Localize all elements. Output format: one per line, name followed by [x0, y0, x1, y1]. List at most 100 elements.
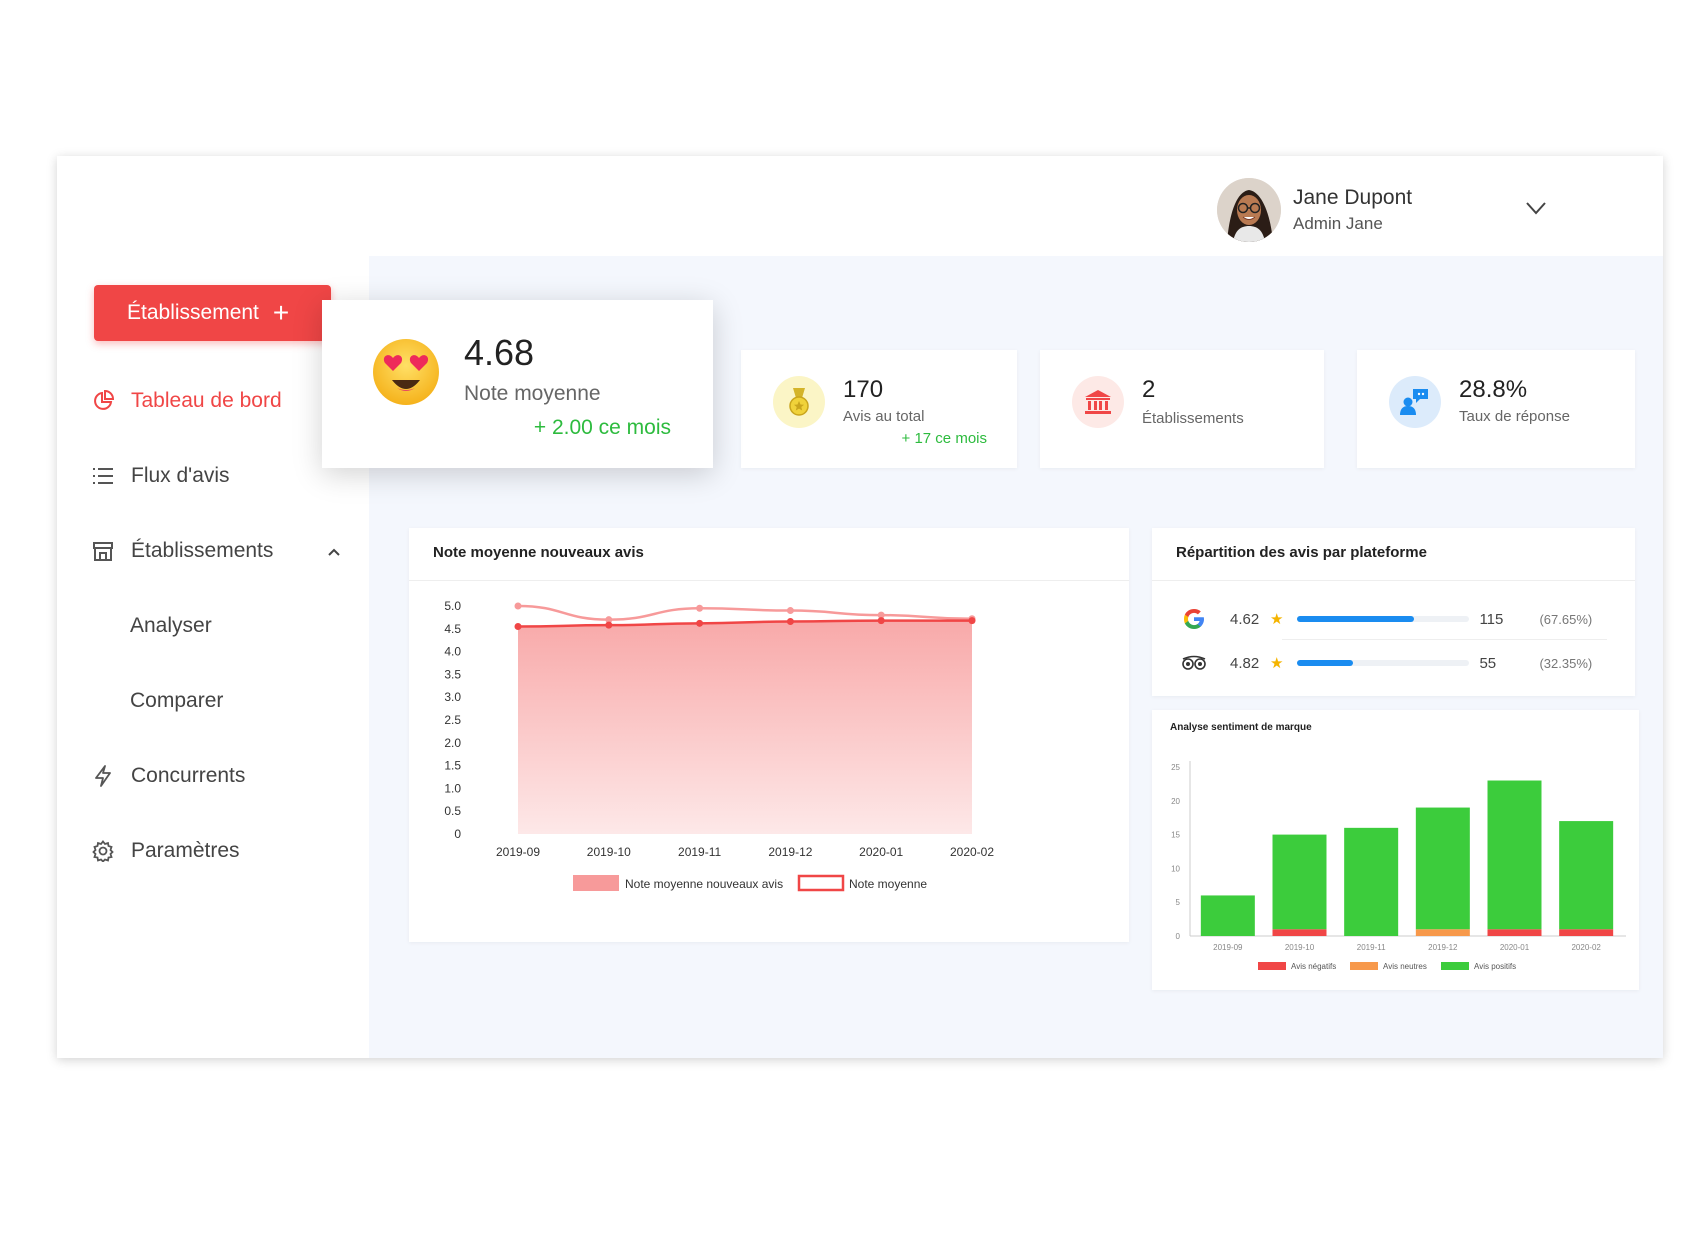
- brand-sentiment-title: Analyse sentiment de marque: [1170, 722, 1312, 733]
- data-point-average: [786, 618, 794, 626]
- chat-user-icon: [1389, 376, 1441, 428]
- tripadvisor-icon: [1180, 649, 1208, 677]
- lightning-icon: [91, 764, 115, 788]
- tripadvisor-rating: 4.82: [1230, 654, 1260, 672]
- average-rating-label: Note moyenne: [464, 382, 601, 405]
- y-tick-label: 2.0: [444, 736, 461, 750]
- google-share-fill: [1297, 616, 1414, 622]
- divider: [1282, 639, 1607, 640]
- divider: [409, 580, 1129, 581]
- y-tick-label: 3.5: [444, 667, 461, 681]
- google-percent: (67.65%): [1539, 611, 1593, 627]
- add-establishment-button[interactable]: Établissement +: [94, 285, 331, 341]
- nav-item-competitors[interactable]: Concurrents: [91, 756, 245, 796]
- establishments-label: Établissements: [1142, 410, 1244, 427]
- x-tick-label: 2019-12: [768, 845, 812, 859]
- user-role: Admin Jane: [1293, 214, 1383, 233]
- bar-segment-positive: [1200, 895, 1255, 936]
- star-icon: ★: [1270, 611, 1284, 628]
- bar-segment-positive: [1344, 827, 1399, 936]
- legend-label-average: Note moyenne: [849, 877, 927, 891]
- area-fill: [518, 620, 972, 834]
- average-rating-card[interactable]: 4.68 Note moyenne + 2.00 ce mois: [322, 300, 713, 468]
- x-tick-label: 2020-01: [859, 845, 903, 859]
- x-tick-label: 2019-11: [678, 845, 721, 859]
- legend-swatch-average: [797, 874, 845, 892]
- nav-item-dashboard[interactable]: Tableau de bord: [91, 381, 282, 421]
- chevron-up-icon[interactable]: [327, 547, 341, 557]
- chevron-down-icon[interactable]: [1525, 200, 1547, 216]
- nav-item-reviews-feed[interactable]: Flux d'avis: [91, 456, 230, 496]
- tripadvisor-percent: (32.35%): [1539, 655, 1593, 671]
- establishments-value: 2: [1142, 376, 1156, 403]
- y-tick-label: 0: [454, 827, 461, 841]
- bar-segment-positive: [1487, 780, 1542, 930]
- user-menu[interactable]: Jane Dupont Admin Jane: [1217, 178, 1412, 242]
- y-tick-label: 3.0: [444, 690, 461, 704]
- data-point-new-reviews: [877, 611, 885, 619]
- heart-eyes-emoji-icon: [373, 339, 439, 405]
- y-tick-label: 4.0: [444, 645, 461, 659]
- medal-icon: [773, 376, 825, 428]
- response-rate-card[interactable]: 28.8% Taux de réponse: [1357, 350, 1635, 468]
- x-tick-label: 2019-12: [1428, 943, 1458, 952]
- y-tick-label: 1.0: [444, 781, 461, 795]
- average-rating-delta: + 2.00 ce mois: [533, 416, 671, 439]
- y-tick-label: 10: [1171, 864, 1180, 873]
- legend-label-negative: Avis négatifs: [1291, 962, 1336, 971]
- y-tick-label: 0.5: [444, 804, 461, 818]
- google-share-bar: [1297, 616, 1470, 622]
- legend-label-new-reviews: Note moyenne nouveaux avis: [625, 877, 783, 891]
- nav-label-settings: Paramètres: [131, 839, 240, 862]
- nav-subitem-analyze[interactable]: Analyser: [130, 614, 212, 637]
- x-tick-label: 2020-01: [1500, 943, 1530, 952]
- platform-breakdown-panel: Répartition des avis par plateforme 4.62…: [1152, 528, 1635, 696]
- y-tick-label: 0: [1176, 932, 1181, 941]
- brand-sentiment-panel: Analyse sentiment de marque 0 5 10 15 20 25 20…: [1152, 710, 1639, 990]
- response-rate-value: 28.8%: [1459, 376, 1528, 403]
- bar-segment-negative: [1487, 929, 1542, 936]
- nav-label-reviews-feed: Flux d'avis: [131, 464, 230, 487]
- y-tick-label: 4.5: [444, 622, 461, 636]
- bar-segment-positive: [1272, 834, 1327, 930]
- data-point-average: [877, 617, 885, 625]
- platform-row-tripadvisor[interactable]: 4.82 ★ 55 (32.35%): [1180, 645, 1607, 681]
- platform-row-google[interactable]: 4.62 ★ 115 (67.65%): [1180, 601, 1607, 637]
- divider: [1152, 580, 1635, 581]
- data-point-new-reviews: [696, 604, 704, 612]
- nav-item-settings[interactable]: Paramètres: [91, 831, 240, 871]
- app-window: Jane Dupont Admin Jane Établissement + T…: [57, 156, 1663, 1058]
- nav-subitem-compare[interactable]: Comparer: [130, 689, 224, 712]
- platform-breakdown-title: Répartition des avis par plateforme: [1176, 544, 1427, 561]
- series-line-average: [517, 619, 972, 628]
- series-line-new-reviews: [517, 604, 973, 621]
- legend-swatch-new-reviews: [573, 875, 619, 891]
- rating-trend-panel: Note moyenne nouveaux avis 0 0.5 1.0 1.5 2.0…: [409, 528, 1129, 942]
- rating-trend-chart: 0 0.5 1.0 1.5 2.0 2.5 3.0 3.5 4.0 4.5 5.0 2019-09 20…: [444, 599, 994, 892]
- total-reviews-delta: + 17 ce mois: [901, 430, 987, 447]
- nav-label-establishments: Établissements: [131, 539, 274, 562]
- legend-label-positive: Avis positifs: [1474, 962, 1516, 971]
- brand-sentiment-chart: 0 5 10 15 20 25 2019-09 2019-10 2019-11 2019-12 20…: [1171, 761, 1626, 971]
- legend-swatch-neutral: [1350, 962, 1378, 970]
- data-point-average: [696, 619, 704, 627]
- x-tick-label: 2020-02: [950, 845, 994, 859]
- data-point-average: [605, 621, 613, 629]
- legend-swatch-positive: [1441, 962, 1469, 970]
- nav-item-establishments[interactable]: Établissements: [91, 531, 273, 571]
- nav-label-competitors: Concurrents: [131, 764, 246, 787]
- establishments-card[interactable]: 2 Établissements: [1040, 350, 1324, 468]
- pie-chart-icon: [91, 389, 115, 413]
- list-icon: [91, 464, 115, 488]
- data-point-average: [968, 617, 976, 625]
- total-reviews-card[interactable]: 170 Avis au total + 17 ce mois: [741, 350, 1017, 468]
- bar-segment-neutral: [1415, 929, 1470, 936]
- total-reviews-label: Avis au total: [843, 408, 925, 425]
- x-tick-label: 2019-10: [587, 845, 631, 859]
- google-rating: 4.62: [1230, 610, 1260, 628]
- y-tick-label: 2.5: [444, 713, 461, 727]
- y-tick-label: 5: [1176, 898, 1181, 907]
- y-tick-label: 5.0: [444, 599, 461, 613]
- user-name: Jane Dupont: [1293, 186, 1413, 209]
- star-icon: ★: [1270, 655, 1284, 672]
